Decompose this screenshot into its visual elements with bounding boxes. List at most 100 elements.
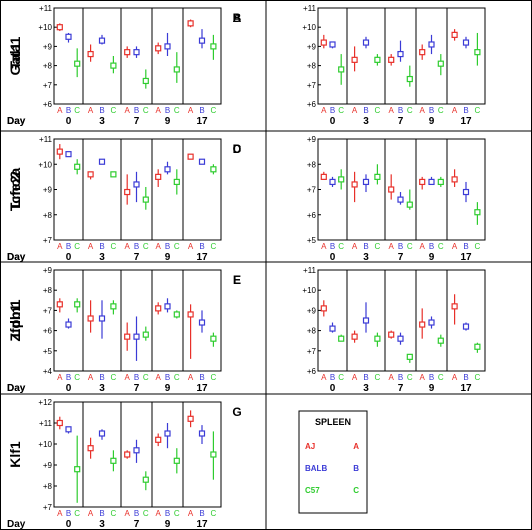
group-letter-b: B (165, 242, 170, 251)
day-axis-label: Day (7, 383, 26, 394)
y-tick-label: +10 (38, 23, 52, 32)
group-letter-b: B (363, 373, 368, 382)
y-tick-label: +6 (43, 327, 53, 336)
group-letter-b: B (429, 106, 434, 115)
data-point-a (187, 153, 194, 160)
group-letter-c: C (438, 373, 444, 382)
group-letter-c: C (407, 106, 413, 115)
data-point-b (397, 335, 404, 342)
day-value: 3 (99, 252, 105, 263)
data-point-a (187, 311, 194, 318)
y-tick-label: +9 (43, 186, 53, 195)
y-tick-label: +9 (307, 306, 317, 315)
data-point-b (462, 39, 470, 46)
data-point-c (74, 163, 81, 170)
data-point-a (56, 24, 63, 31)
day-value: 7 (134, 252, 140, 263)
group-letter-a: A (125, 509, 131, 518)
group-letter-a: A (57, 373, 63, 382)
group-letter-a: A (420, 242, 426, 251)
legend-entry-c57-code: C (353, 486, 359, 495)
data-point-a (351, 181, 358, 188)
group-letter-b: B (165, 509, 170, 518)
group-letter-c: C (143, 373, 149, 382)
legend-entry-aj-name: AJ (305, 442, 315, 451)
group-letter-c: C (174, 242, 180, 251)
data-point-c (142, 476, 149, 483)
data-point-c (338, 335, 345, 342)
y-tick-label: +10 (38, 440, 52, 449)
group-letter-b: B (66, 373, 71, 382)
data-point-c (173, 178, 180, 186)
group-letter-c: C (174, 509, 180, 518)
y-tick-label: +9 (43, 461, 53, 470)
group-letter-c: C (211, 373, 217, 382)
data-point-a (388, 186, 395, 193)
day-value: 3 (363, 383, 369, 394)
group-letter-c: C (174, 373, 180, 382)
gene-label: Tcfe2a (7, 168, 23, 212)
group-letter-a: A (125, 242, 131, 251)
group-letter-b: B (199, 509, 204, 518)
data-point-a (187, 20, 194, 27)
data-point-a (87, 171, 94, 178)
y-tick-label: +8 (43, 211, 53, 220)
day-value: 0 (66, 519, 72, 530)
y-tick-label: +7 (43, 503, 53, 512)
data-point-c (110, 457, 117, 464)
data-point-b (397, 50, 404, 58)
data-point-a (124, 333, 131, 340)
group-letter-b: B (398, 242, 403, 251)
data-point-c (210, 335, 217, 342)
data-point-b (198, 430, 206, 437)
group-letter-c: C (475, 106, 481, 115)
y-tick-label: +10 (302, 23, 316, 32)
group-letter-b: B (99, 509, 104, 518)
group-letter-a: A (156, 509, 162, 518)
data-point-a (87, 445, 94, 452)
data-point-c (474, 343, 481, 350)
group-letter-c: C (74, 242, 80, 251)
data-point-b (98, 430, 106, 437)
y-tick-label: +7 (43, 81, 53, 90)
day-axis-label: Day (7, 252, 26, 263)
group-letter-c: C (475, 242, 481, 251)
day-value: 17 (196, 383, 208, 394)
day-value: 17 (196, 252, 208, 263)
group-letter-a: A (352, 106, 358, 115)
group-letter-a: A (389, 106, 395, 115)
data-point-c (173, 457, 180, 464)
data-point-c (437, 60, 444, 67)
group-letter-c: C (338, 106, 344, 115)
y-tick-label: +11 (39, 419, 53, 428)
group-letter-a: A (188, 373, 194, 382)
y-tick-label: +9 (307, 42, 317, 51)
group-letter-c: C (407, 242, 413, 251)
group-letter-c: C (375, 242, 381, 251)
day-value: 7 (134, 116, 140, 127)
day-value: 9 (165, 252, 171, 263)
data-point-a (419, 178, 426, 186)
data-point-c (474, 209, 481, 216)
data-point-b (98, 158, 106, 165)
group-letter-c: C (211, 509, 217, 518)
data-point-c (142, 331, 149, 338)
data-point-b (198, 319, 206, 326)
data-point-c (110, 303, 117, 310)
data-point-a (155, 45, 162, 52)
data-point-a (155, 305, 162, 312)
data-point-c (173, 66, 180, 73)
group-letter-c: C (375, 373, 381, 382)
data-point-b (133, 181, 140, 188)
y-tick-label: +8 (307, 62, 317, 71)
data-point-b (198, 158, 206, 165)
data-point-c (437, 337, 444, 344)
day-value: 0 (330, 383, 336, 394)
day-value: 17 (196, 116, 208, 127)
group-letter-b: B (463, 242, 468, 251)
gene-label: Tal1 (7, 42, 23, 69)
group-letter-b: B (165, 106, 170, 115)
data-point-c (74, 466, 81, 473)
day-value: 3 (99, 383, 105, 394)
